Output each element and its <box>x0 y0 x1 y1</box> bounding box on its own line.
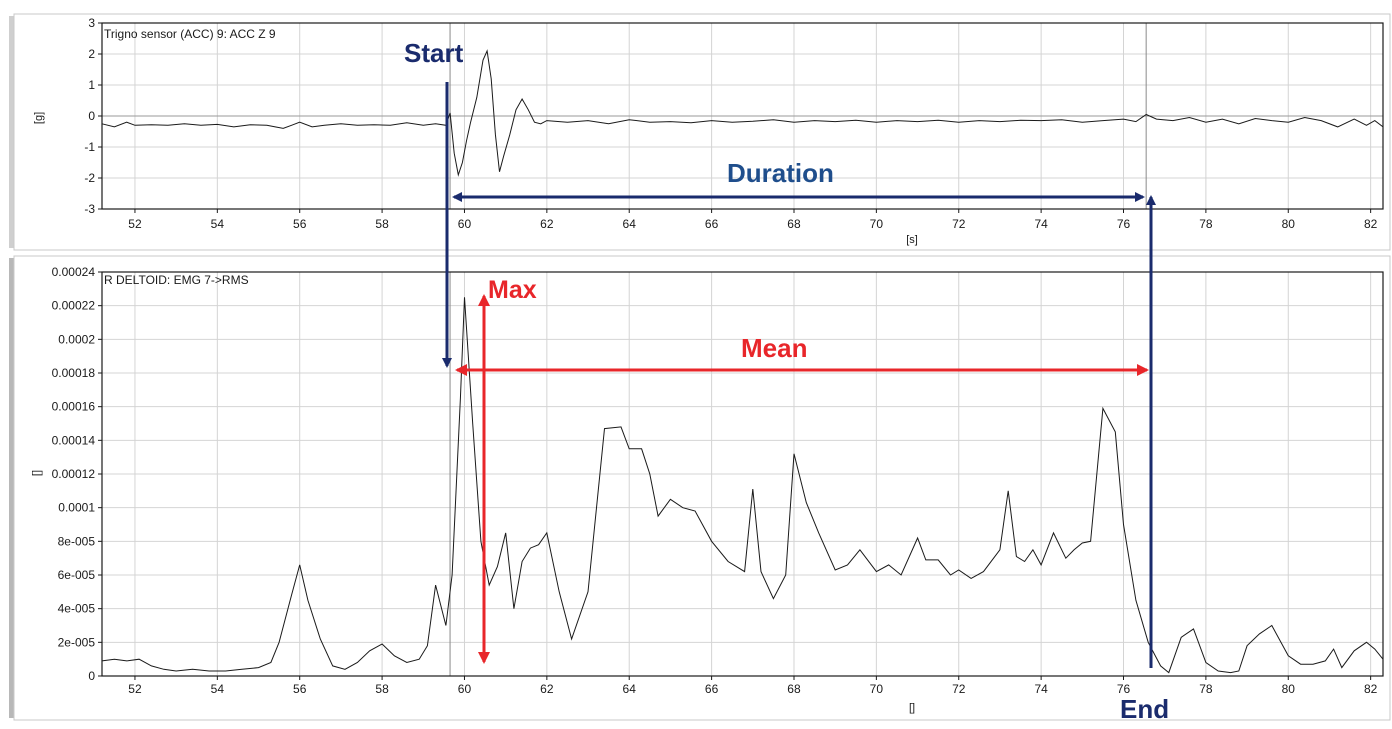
x-tick-label: 68 <box>787 217 801 231</box>
y-tick-label: -2 <box>84 171 95 185</box>
x-tick-label: 82 <box>1364 217 1378 231</box>
x-tick-label: 54 <box>211 682 225 696</box>
x-tick-label: 56 <box>293 682 307 696</box>
x-tick-label: 74 <box>1034 217 1048 231</box>
y-tick-label: 1 <box>88 78 95 92</box>
max-label: Max <box>488 276 537 304</box>
y-tick-label: 8e-005 <box>58 534 96 548</box>
x-tick-label: 58 <box>375 682 389 696</box>
y-tick-label: 0.00018 <box>52 366 96 380</box>
x-tick-label: 52 <box>128 682 142 696</box>
x-tick-label: 78 <box>1199 682 1213 696</box>
duration-label: Duration <box>727 158 834 188</box>
y-tick-label: -1 <box>84 140 95 154</box>
bottom-y-axis-label: [] <box>31 470 43 476</box>
x-tick-label: 72 <box>952 217 966 231</box>
x-tick-label: 58 <box>375 217 389 231</box>
top-tick-labels: 52 54 56 58 60 62 64 66 68 70 72 74 76 78 80 82 3 2 1 0 -1 -2… <box>84 16 1377 231</box>
x-tick-label: 66 <box>705 217 719 231</box>
top-chart-title: Trigno sensor (ACC) 9: ACC Z 9 <box>104 27 276 41</box>
top-plot-area <box>101 22 1384 210</box>
top-y-axis-label: [g] <box>33 112 45 124</box>
y-tick-label: 4e-005 <box>58 602 96 616</box>
y-tick-label: -3 <box>84 202 95 216</box>
x-tick-label: 80 <box>1282 682 1296 696</box>
acc-z-trace <box>101 49 1384 177</box>
y-tick-label: 0.00024 <box>52 265 96 279</box>
x-tick-label: 82 <box>1364 682 1378 696</box>
y-tick-label: 0 <box>88 669 95 683</box>
emg-rms-trace <box>101 297 1384 674</box>
x-tick-label: 68 <box>787 682 801 696</box>
y-tick-label: 0.00014 <box>52 433 96 447</box>
y-tick-label: 3 <box>88 16 95 30</box>
y-tick-label: 0.00022 <box>52 299 96 313</box>
y-tick-label: 0.00012 <box>52 467 96 481</box>
x-tick-label: 76 <box>1117 682 1131 696</box>
y-tick-label: 0 <box>88 109 95 123</box>
start-label: Start <box>404 38 464 68</box>
x-tick-label: 64 <box>623 682 637 696</box>
bottom-panel <box>13 255 1391 721</box>
x-tick-label: 70 <box>870 217 884 231</box>
panel-splitter-top[interactable] <box>9 16 14 248</box>
bottom-plot-area <box>101 271 1384 677</box>
x-tick-label: 80 <box>1282 217 1296 231</box>
x-tick-label: 56 <box>293 217 307 231</box>
panel-splitter-bottom[interactable] <box>9 258 14 718</box>
x-tick-label: 74 <box>1034 682 1048 696</box>
x-tick-label: 78 <box>1199 217 1213 231</box>
mean-label: Mean <box>741 333 807 363</box>
y-tick-label: 0.00016 <box>52 400 96 414</box>
y-tick-label: 2e-005 <box>58 635 96 649</box>
x-tick-label: 62 <box>540 682 554 696</box>
x-tick-label: 72 <box>952 682 966 696</box>
bottom-chart-title: R DELTOID: EMG 7->RMS <box>104 273 249 287</box>
x-tick-label: 64 <box>623 217 637 231</box>
end-label: End <box>1120 694 1169 724</box>
top-x-axis-label: [s] <box>906 234 918 246</box>
x-tick-label: 66 <box>705 682 719 696</box>
x-tick-label: 54 <box>211 217 225 231</box>
y-tick-label: 2 <box>88 47 95 61</box>
y-tick-label: 0.0002 <box>58 332 95 346</box>
bottom-tick-labels: 52 54 56 58 60 62 64 66 68 70 72 74 76 78 80 82 0.00024 0… <box>52 265 1378 696</box>
top-panel <box>13 13 1391 251</box>
x-tick-label: 62 <box>540 217 554 231</box>
x-tick-label: 52 <box>128 217 142 231</box>
x-tick-label: 60 <box>458 217 472 231</box>
x-tick-label: 70 <box>870 682 884 696</box>
bottom-x-axis-label: [] <box>909 702 915 714</box>
y-tick-label: 0.0001 <box>58 501 95 515</box>
x-tick-label: 60 <box>458 682 472 696</box>
y-tick-label: 6e-005 <box>58 568 96 582</box>
x-tick-label: 76 <box>1117 217 1131 231</box>
